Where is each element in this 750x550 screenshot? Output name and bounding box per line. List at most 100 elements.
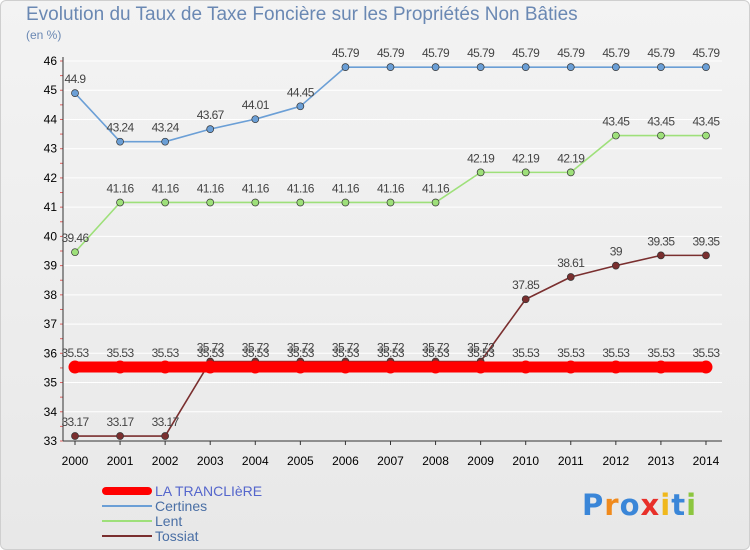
data-label: 35.53 <box>422 346 450 360</box>
data-point <box>71 89 79 98</box>
y-tick-label: 39 <box>44 259 58 273</box>
data-point <box>386 198 395 207</box>
data-label: 37.85 <box>512 278 540 292</box>
logo-letter: x <box>640 488 661 522</box>
data-point <box>338 360 352 374</box>
data-label: 45.79 <box>332 46 360 60</box>
y-tick-label: 41 <box>44 200 58 214</box>
x-tick-label: 2005 <box>287 454 314 468</box>
legend-swatch <box>102 505 152 507</box>
data-point <box>566 273 575 281</box>
y-tick-label: 37 <box>44 317 58 331</box>
y-tick-label: 35 <box>44 376 58 390</box>
data-label: 35.53 <box>467 346 495 360</box>
data-label: 41.16 <box>242 181 270 195</box>
x-tick-label: 2006 <box>332 454 359 468</box>
x-tick-label: 2012 <box>602 454 629 468</box>
data-label: 45.79 <box>377 46 405 60</box>
y-tick-label: 42 <box>44 171 58 185</box>
data-label: 45.79 <box>557 46 585 60</box>
data-label: 38.61 <box>557 256 585 270</box>
data-label: 43.24 <box>107 121 135 135</box>
logo-letter: P <box>582 488 605 522</box>
series-lent <box>71 131 710 257</box>
data-label: 45.79 <box>692 46 720 60</box>
data-label: 43.24 <box>152 121 180 135</box>
data-label: 35.53 <box>287 346 315 360</box>
data-point <box>203 360 217 374</box>
data-label: 35.53 <box>692 346 720 360</box>
data-point <box>657 63 665 71</box>
data-point <box>68 360 82 374</box>
data-point <box>519 360 533 374</box>
x-tick-label: 2009 <box>467 454 494 468</box>
legend-label: Tossiat <box>155 528 199 544</box>
y-tick-label: 34 <box>44 405 58 419</box>
y-tick-label: 44 <box>44 112 58 126</box>
data-point <box>116 137 124 146</box>
data-point <box>476 63 485 71</box>
data-point <box>386 63 395 71</box>
data-point <box>654 360 668 374</box>
data-label: 33.17 <box>107 415 135 429</box>
data-point <box>611 63 620 71</box>
x-tick-label: 2003 <box>197 454 224 468</box>
data-point <box>566 63 575 71</box>
data-point <box>431 198 440 207</box>
data-label: 35.53 <box>332 346 360 360</box>
data-label: 35.53 <box>197 346 225 360</box>
data-label: 41.16 <box>422 181 450 195</box>
data-point <box>116 198 124 207</box>
data-label: 35.72 <box>377 340 405 354</box>
data-point <box>206 125 215 133</box>
data-point <box>251 198 260 207</box>
data-label: 45.79 <box>422 46 450 60</box>
data-point <box>296 102 305 111</box>
data-point <box>431 63 440 71</box>
data-point <box>383 360 397 374</box>
x-tick-label: 2007 <box>377 454 404 468</box>
data-label: 35.53 <box>602 346 630 360</box>
data-label: 35.53 <box>512 346 540 360</box>
series-la-trancli-re <box>68 360 713 374</box>
chart-title: Evolution du Taux de Taxe Foncière sur l… <box>26 4 578 25</box>
data-point <box>113 360 127 374</box>
y-tick-label: 33 <box>44 434 58 448</box>
data-label: 43.67 <box>197 108 225 122</box>
data-label: 43.45 <box>647 115 675 129</box>
data-point <box>611 261 620 270</box>
data-label: 42.19 <box>557 151 585 165</box>
data-label: 35.53 <box>242 346 270 360</box>
data-point <box>161 432 169 440</box>
data-label: 41.16 <box>287 181 315 195</box>
data-point <box>702 251 710 260</box>
data-point <box>251 115 260 124</box>
data-point <box>609 360 623 374</box>
x-tick-label: 2013 <box>648 454 675 468</box>
data-label: 41.16 <box>332 181 360 195</box>
y-tick-label: 36 <box>44 346 58 360</box>
data-label: 44.45 <box>287 85 315 99</box>
data-label: 35.53 <box>557 346 585 360</box>
data-point <box>521 295 530 304</box>
data-point <box>521 168 530 177</box>
data-point <box>521 63 530 71</box>
data-point <box>702 131 710 140</box>
data-label: 39.35 <box>692 234 720 248</box>
data-label: 35.53 <box>61 346 89 360</box>
logo-letter: t <box>671 488 687 522</box>
data-label: 45.79 <box>647 46 675 60</box>
data-label: 39 <box>610 245 623 259</box>
y-tick-label: 46 <box>44 54 58 68</box>
logo-letter: i <box>660 488 672 522</box>
data-label: 35.72 <box>332 340 360 354</box>
data-label: 33.17 <box>152 415 180 429</box>
data-label: 42.19 <box>512 151 540 165</box>
data-point <box>341 63 350 71</box>
data-point <box>564 360 578 374</box>
legend-swatch <box>102 520 152 522</box>
data-label: 45.79 <box>467 46 495 60</box>
data-label: 41.16 <box>152 181 180 195</box>
y-tick-label: 43 <box>44 142 58 156</box>
data-point <box>657 131 665 140</box>
